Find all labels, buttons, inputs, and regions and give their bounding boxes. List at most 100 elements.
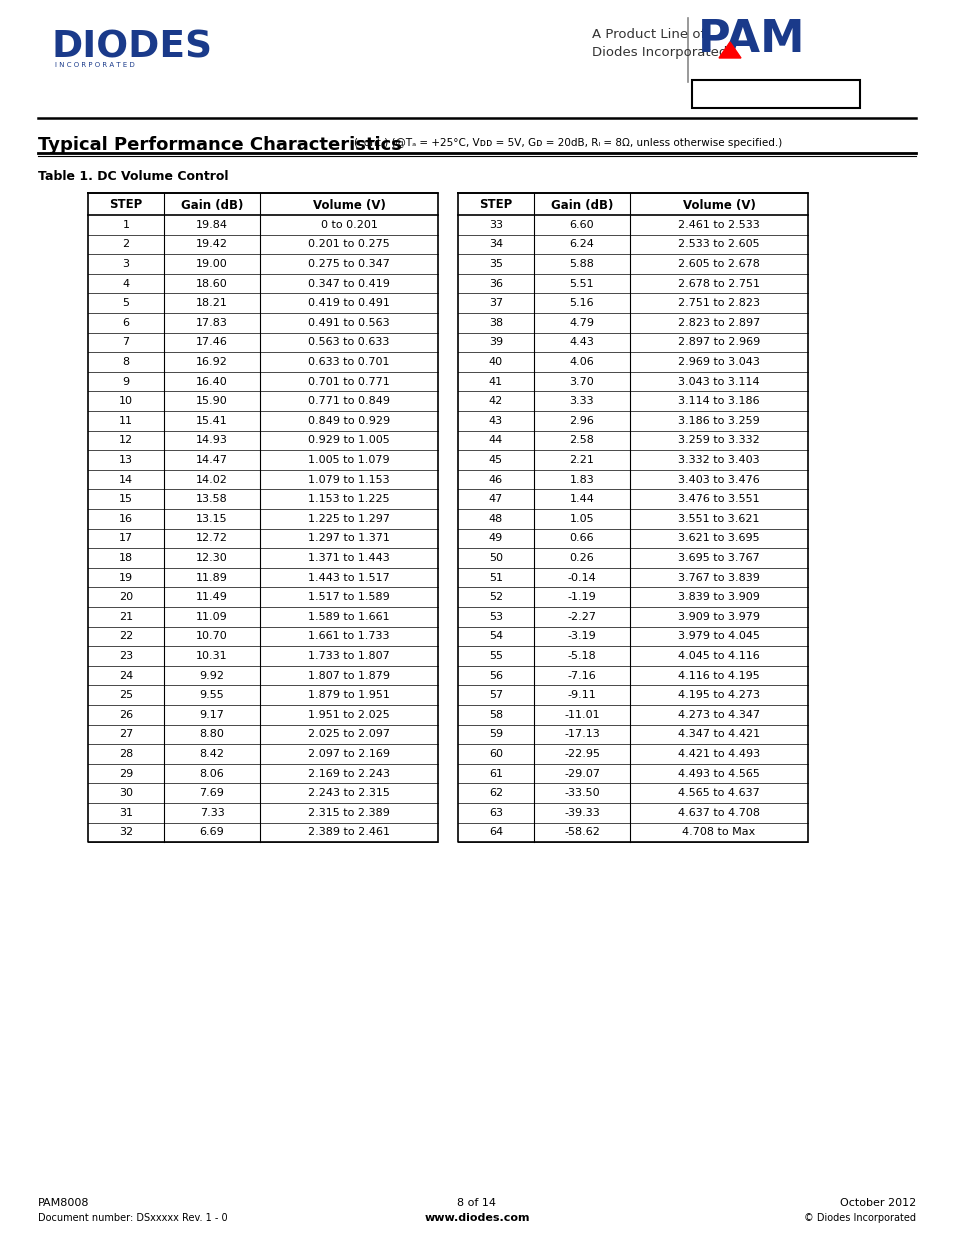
Text: 15.90: 15.90 <box>196 396 228 406</box>
Text: 18.21: 18.21 <box>196 298 228 309</box>
Text: 58: 58 <box>489 710 502 720</box>
FancyBboxPatch shape <box>691 80 859 107</box>
Text: 28: 28 <box>119 748 133 760</box>
Text: 41: 41 <box>489 377 502 387</box>
Text: 16: 16 <box>119 514 132 524</box>
Text: 23: 23 <box>119 651 132 661</box>
Text: 3.909 to 3.979: 3.909 to 3.979 <box>678 611 760 621</box>
Text: 64: 64 <box>489 827 502 837</box>
Text: PAM8008: PAM8008 <box>728 82 821 100</box>
Text: -0.14: -0.14 <box>567 573 596 583</box>
Text: 16.92: 16.92 <box>196 357 228 367</box>
Text: PAM: PAM <box>698 19 804 61</box>
Text: 4.195 to 4.273: 4.195 to 4.273 <box>678 690 760 700</box>
Text: 14.47: 14.47 <box>195 454 228 466</box>
Text: 3.33: 3.33 <box>569 396 594 406</box>
Text: -7.16: -7.16 <box>567 671 596 680</box>
Text: 2.21: 2.21 <box>569 454 594 466</box>
Text: www.diodes.com: www.diodes.com <box>424 1213 529 1223</box>
Text: 63: 63 <box>489 808 502 818</box>
Text: (cont.) (@Tₐ = +25°C, Vᴅᴅ = 5V, Gᴅ = 20dB, Rₗ = 8Ω, unless otherwise specified.): (cont.) (@Tₐ = +25°C, Vᴅᴅ = 5V, Gᴅ = 20d… <box>354 138 781 148</box>
Text: 0.701 to 0.771: 0.701 to 0.771 <box>308 377 390 387</box>
Text: 24: 24 <box>119 671 133 680</box>
Text: -5.18: -5.18 <box>567 651 596 661</box>
Text: 1.661 to 1.733: 1.661 to 1.733 <box>308 631 390 641</box>
Text: -58.62: -58.62 <box>563 827 599 837</box>
Text: 3.979 to 4.045: 3.979 to 4.045 <box>678 631 760 641</box>
Text: 4.273 to 4.347: 4.273 to 4.347 <box>678 710 760 720</box>
Text: 0 to 0.201: 0 to 0.201 <box>320 220 377 230</box>
Text: 11.49: 11.49 <box>196 593 228 603</box>
Text: 0.633 to 0.701: 0.633 to 0.701 <box>308 357 390 367</box>
Text: 8.80: 8.80 <box>199 730 224 740</box>
Text: 4.116 to 4.195: 4.116 to 4.195 <box>678 671 760 680</box>
Text: 0.66: 0.66 <box>569 534 594 543</box>
Text: 5.51: 5.51 <box>569 279 594 289</box>
Text: 0.347 to 0.419: 0.347 to 0.419 <box>308 279 390 289</box>
Text: 2.678 to 2.751: 2.678 to 2.751 <box>678 279 760 289</box>
Text: 4.565 to 4.637: 4.565 to 4.637 <box>678 788 760 798</box>
Text: 6.69: 6.69 <box>199 827 224 837</box>
Text: 27: 27 <box>119 730 133 740</box>
Text: Table 1. DC Volume Control: Table 1. DC Volume Control <box>38 170 229 183</box>
Text: 4.421 to 4.493: 4.421 to 4.493 <box>678 748 760 760</box>
Text: -2.27: -2.27 <box>567 611 596 621</box>
Text: DIODES: DIODES <box>52 30 213 65</box>
Text: 0.26: 0.26 <box>569 553 594 563</box>
Text: 1.733 to 1.807: 1.733 to 1.807 <box>308 651 390 661</box>
Text: -9.11: -9.11 <box>567 690 596 700</box>
Text: 6: 6 <box>122 317 130 327</box>
Text: 44: 44 <box>488 436 502 446</box>
Text: A Product Line of: A Product Line of <box>592 28 704 41</box>
Text: 0.929 to 1.005: 0.929 to 1.005 <box>308 436 390 446</box>
Text: 1.83: 1.83 <box>569 474 594 484</box>
Text: 12.72: 12.72 <box>195 534 228 543</box>
Text: 2.243 to 2.315: 2.243 to 2.315 <box>308 788 390 798</box>
Text: 2.605 to 2.678: 2.605 to 2.678 <box>678 259 760 269</box>
Text: 4.637 to 4.708: 4.637 to 4.708 <box>678 808 760 818</box>
Text: 0.563 to 0.633: 0.563 to 0.633 <box>308 337 389 347</box>
Text: 4.493 to 4.565: 4.493 to 4.565 <box>678 768 760 778</box>
Text: 51: 51 <box>489 573 502 583</box>
Text: 33: 33 <box>489 220 502 230</box>
Text: 1.807 to 1.879: 1.807 to 1.879 <box>308 671 390 680</box>
Text: 2.315 to 2.389: 2.315 to 2.389 <box>308 808 390 818</box>
Text: 1.517 to 1.589: 1.517 to 1.589 <box>308 593 390 603</box>
Text: 36: 36 <box>489 279 502 289</box>
Text: 10.31: 10.31 <box>196 651 228 661</box>
Text: 20: 20 <box>119 593 132 603</box>
Text: Document number: DSxxxxx Rev. 1 - 0: Document number: DSxxxxx Rev. 1 - 0 <box>38 1213 228 1223</box>
Text: 17.46: 17.46 <box>196 337 228 347</box>
Text: Volume (V): Volume (V) <box>681 199 755 211</box>
Text: 11.89: 11.89 <box>196 573 228 583</box>
Text: 19.00: 19.00 <box>196 259 228 269</box>
Text: 55: 55 <box>489 651 502 661</box>
Text: 1.005 to 1.079: 1.005 to 1.079 <box>308 454 390 466</box>
Text: 10: 10 <box>119 396 132 406</box>
Text: 10.70: 10.70 <box>196 631 228 641</box>
Text: 59: 59 <box>489 730 502 740</box>
Text: 18.60: 18.60 <box>196 279 228 289</box>
Text: 11.09: 11.09 <box>196 611 228 621</box>
Text: 3.476 to 3.551: 3.476 to 3.551 <box>678 494 759 504</box>
Text: 43: 43 <box>489 416 502 426</box>
Text: Typical Performance Characteristics: Typical Performance Characteristics <box>38 136 401 154</box>
Text: 1.951 to 2.025: 1.951 to 2.025 <box>308 710 390 720</box>
Text: 31: 31 <box>119 808 132 818</box>
Text: 22: 22 <box>119 631 133 641</box>
Text: 13: 13 <box>119 454 132 466</box>
Text: 2.751 to 2.823: 2.751 to 2.823 <box>678 298 760 309</box>
Text: 60: 60 <box>489 748 502 760</box>
Text: 7: 7 <box>122 337 130 347</box>
Text: -22.95: -22.95 <box>563 748 599 760</box>
Text: 47: 47 <box>488 494 502 504</box>
Text: 2.58: 2.58 <box>569 436 594 446</box>
Text: 5: 5 <box>122 298 130 309</box>
Text: 14.93: 14.93 <box>196 436 228 446</box>
Text: 3.259 to 3.332: 3.259 to 3.332 <box>678 436 760 446</box>
Text: 3.621 to 3.695: 3.621 to 3.695 <box>678 534 759 543</box>
Text: 5.16: 5.16 <box>569 298 594 309</box>
Text: 4.045 to 4.116: 4.045 to 4.116 <box>678 651 760 661</box>
Text: 45: 45 <box>489 454 502 466</box>
Text: -1.19: -1.19 <box>567 593 596 603</box>
